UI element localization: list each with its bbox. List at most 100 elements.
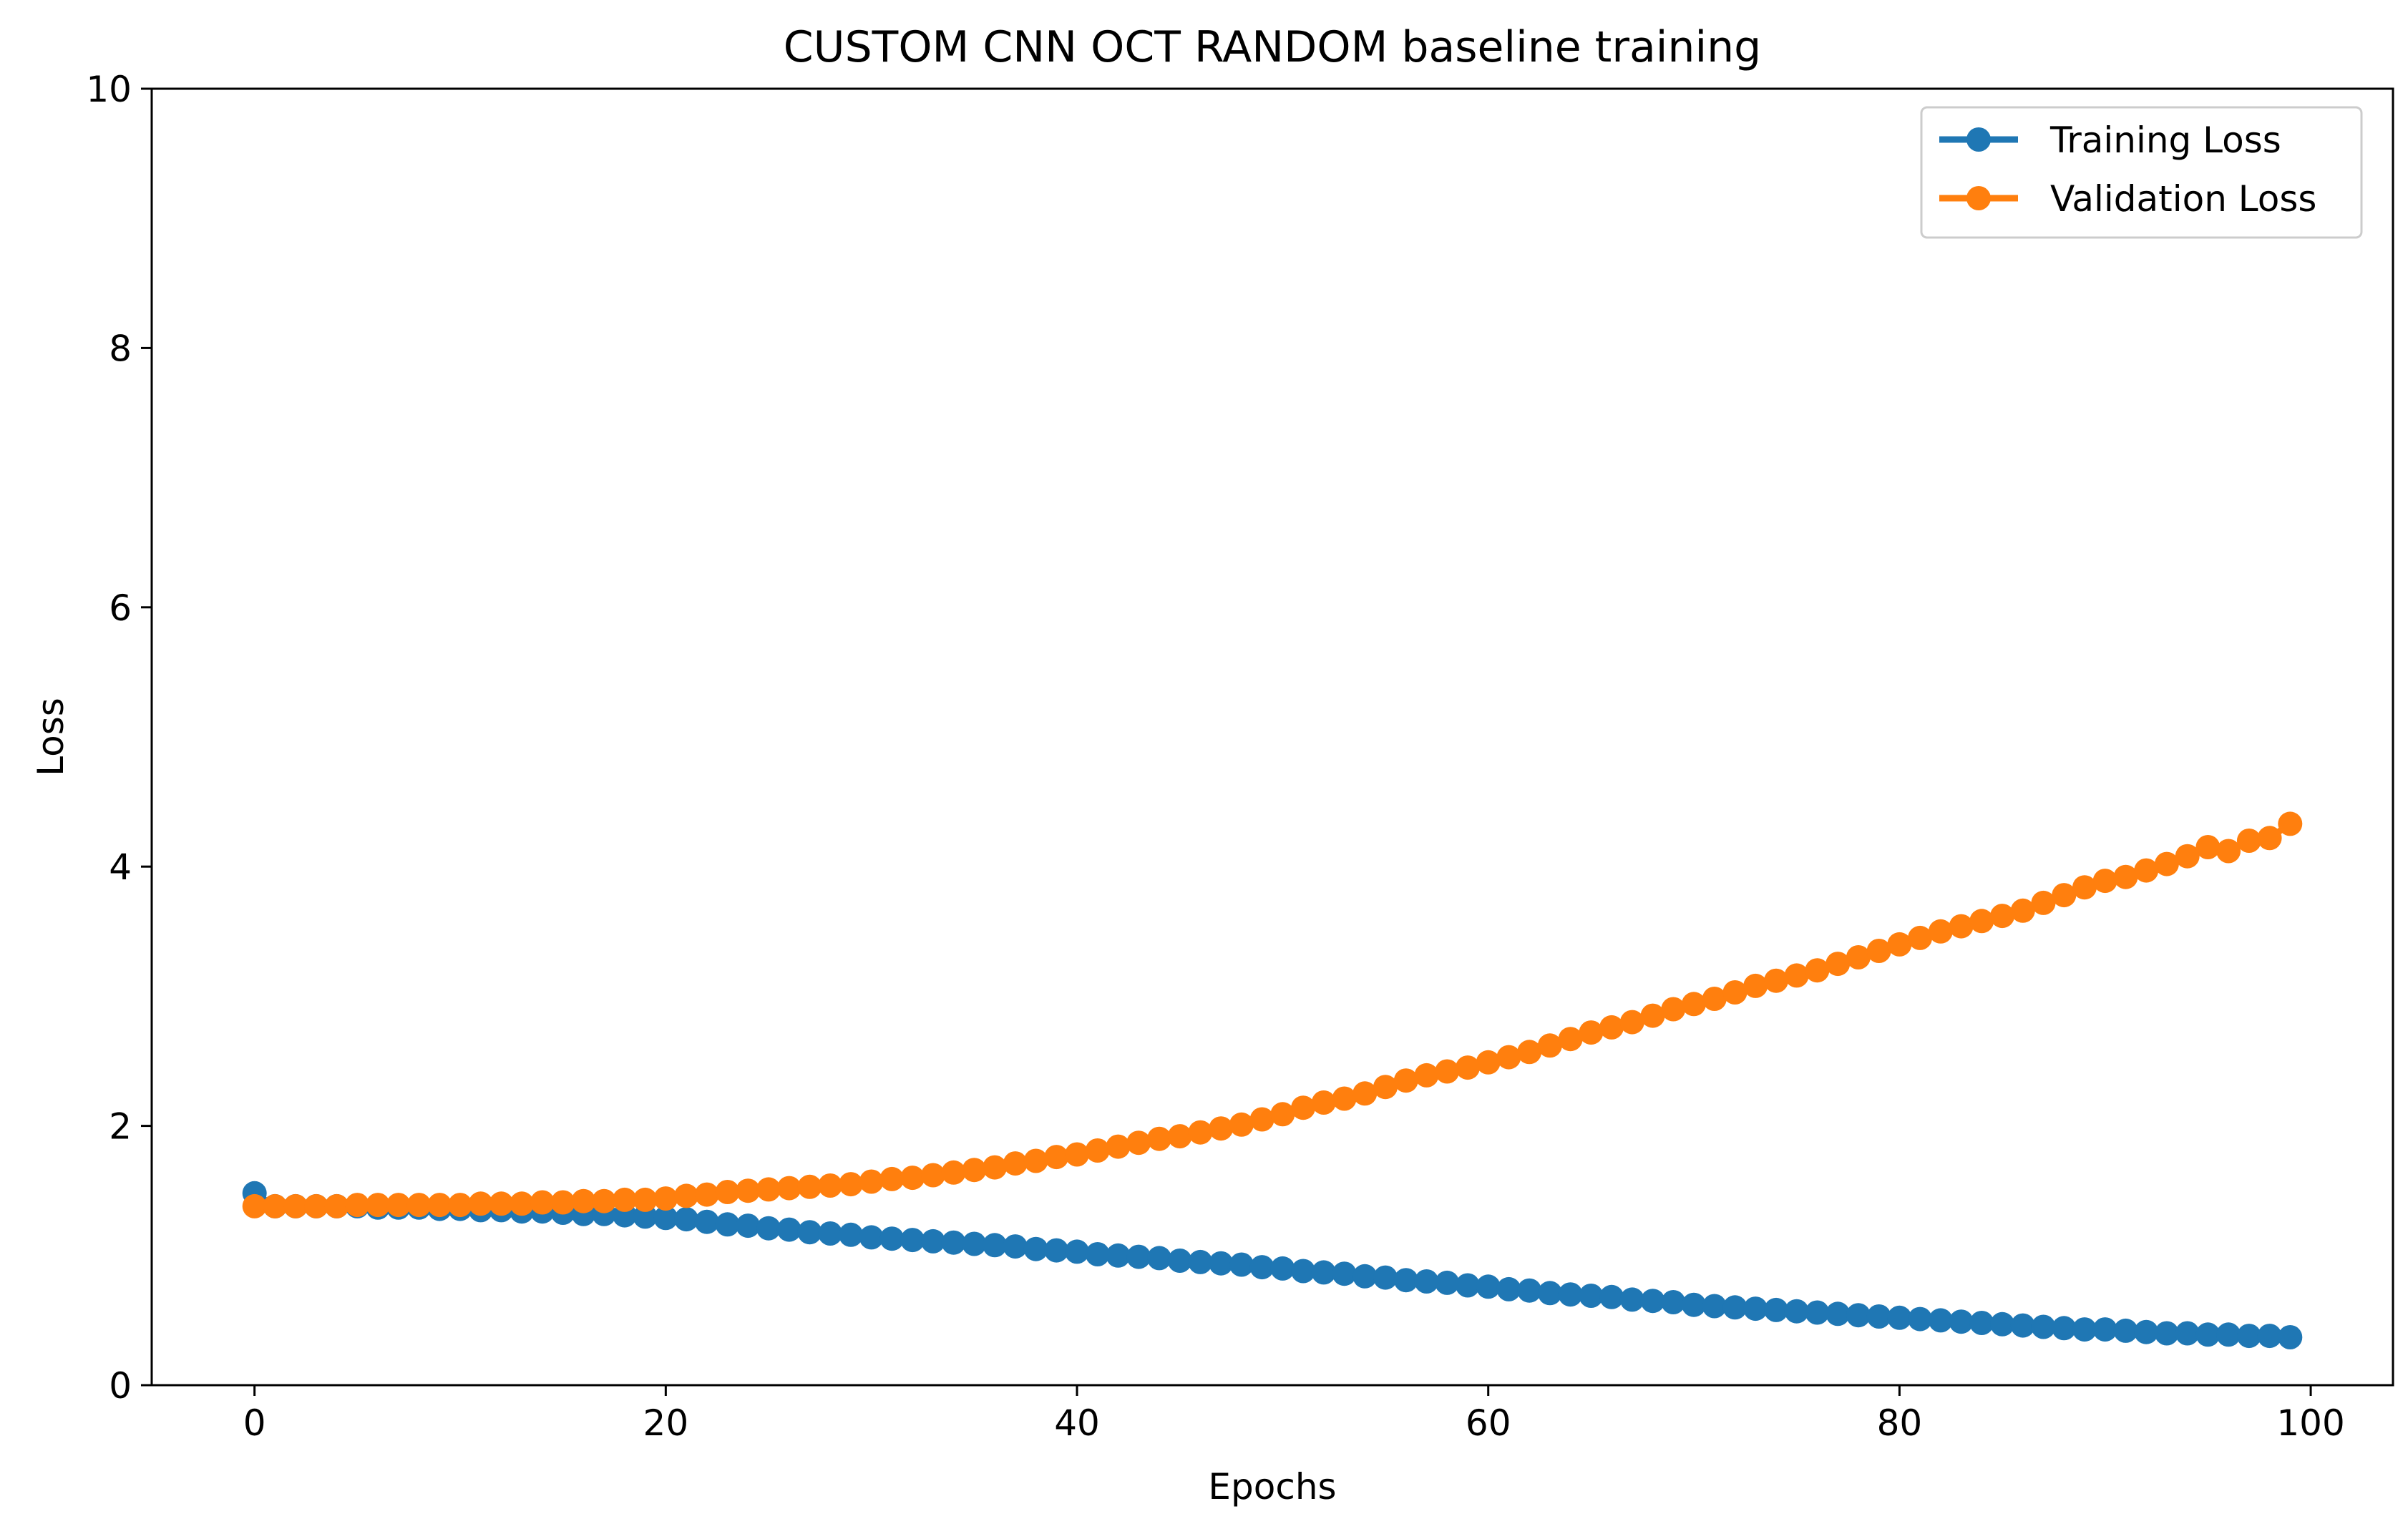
data-point bbox=[1969, 909, 1994, 934]
data-point bbox=[983, 1155, 1008, 1180]
data-point bbox=[2216, 1322, 2241, 1347]
data-point bbox=[818, 1173, 843, 1198]
data-point bbox=[345, 1193, 370, 1218]
data-point bbox=[1702, 987, 1727, 1011]
data-point bbox=[962, 1158, 987, 1183]
x-tick-label: 60 bbox=[1466, 1402, 1511, 1444]
data-point bbox=[2031, 1314, 2056, 1339]
legend: Training Loss Validation Loss bbox=[1920, 106, 2363, 239]
data-point bbox=[1044, 1238, 1069, 1263]
data-point bbox=[612, 1187, 637, 1212]
data-point bbox=[879, 1166, 905, 1191]
data-point bbox=[1579, 1020, 1604, 1045]
data-point bbox=[2257, 826, 2282, 851]
legend-label: Training Loss bbox=[2049, 119, 2281, 161]
data-point bbox=[1311, 1260, 1336, 1285]
x-tick-label: 20 bbox=[643, 1402, 689, 1444]
data-point bbox=[2257, 1324, 2282, 1349]
data-point bbox=[1476, 1274, 1501, 1299]
y-tick-label: 8 bbox=[109, 328, 132, 369]
data-point bbox=[715, 1212, 740, 1237]
data-point bbox=[1044, 1145, 1069, 1170]
data-point bbox=[1640, 1289, 1665, 1314]
data-point bbox=[550, 1190, 575, 1215]
data-point bbox=[1599, 1015, 1624, 1040]
data-point bbox=[797, 1174, 822, 1199]
data-point bbox=[2113, 864, 2138, 889]
data-point bbox=[1209, 1251, 1234, 1276]
data-point bbox=[1619, 1010, 1644, 1035]
data-point bbox=[674, 1207, 699, 1232]
data-point bbox=[1805, 1300, 1830, 1325]
data-point bbox=[2154, 851, 2179, 876]
data-point bbox=[797, 1220, 822, 1245]
chart-title: CUSTOM CNN OCT RANDOM baseline training bbox=[784, 22, 1761, 72]
data-point bbox=[1517, 1040, 1542, 1065]
data-point bbox=[263, 1193, 288, 1218]
data-point bbox=[366, 1193, 391, 1218]
data-point bbox=[489, 1191, 514, 1216]
data-point bbox=[1764, 968, 1788, 993]
data-point bbox=[776, 1176, 801, 1201]
data-point bbox=[324, 1193, 349, 1218]
data-point bbox=[1537, 1033, 1562, 1058]
y-tick-label: 0 bbox=[109, 1365, 132, 1407]
y-tick-label: 6 bbox=[109, 587, 132, 629]
data-point bbox=[2154, 1321, 2179, 1346]
data-point bbox=[1023, 1236, 1048, 1261]
data-point bbox=[900, 1228, 925, 1253]
data-point bbox=[571, 1188, 596, 1213]
data-point bbox=[2175, 844, 2200, 869]
data-point bbox=[1826, 952, 1851, 977]
data-point bbox=[859, 1225, 884, 1250]
data-point bbox=[1147, 1246, 1171, 1271]
data-point bbox=[1496, 1276, 1521, 1301]
legend-box bbox=[1920, 106, 2363, 239]
data-point bbox=[1188, 1249, 1213, 1274]
data-point bbox=[1743, 973, 1768, 998]
data-point bbox=[2113, 1318, 2138, 1343]
data-point bbox=[1784, 1299, 1809, 1324]
data-point bbox=[1949, 914, 1974, 939]
data-point bbox=[1908, 925, 1933, 950]
data-point bbox=[1167, 1124, 1192, 1149]
series-layer bbox=[242, 811, 2303, 1349]
data-point bbox=[510, 1191, 535, 1216]
legend-item: Validation Loss bbox=[1939, 178, 2316, 220]
data-point bbox=[1887, 932, 1912, 957]
data-point bbox=[1928, 919, 1953, 944]
data-point bbox=[694, 1209, 719, 1234]
data-point bbox=[1414, 1269, 1439, 1294]
data-point bbox=[1085, 1138, 1110, 1163]
data-point bbox=[2278, 1325, 2303, 1349]
legend-marker bbox=[1966, 186, 1991, 210]
data-point bbox=[1229, 1112, 1254, 1137]
data-point bbox=[920, 1163, 945, 1188]
data-point bbox=[1249, 1107, 1274, 1132]
data-point bbox=[879, 1226, 905, 1251]
data-point bbox=[1661, 1290, 1686, 1314]
data-point bbox=[818, 1221, 843, 1246]
data-point bbox=[2195, 1322, 2221, 1347]
data-point bbox=[2072, 875, 2097, 900]
data-point bbox=[1969, 1311, 1994, 1335]
data-point bbox=[1209, 1116, 1234, 1141]
data-point bbox=[736, 1213, 761, 1239]
data-point bbox=[406, 1193, 432, 1218]
data-point bbox=[242, 1193, 267, 1218]
data-point bbox=[448, 1193, 472, 1218]
data-point bbox=[2052, 883, 2077, 908]
data-point bbox=[2031, 890, 2056, 915]
data-point bbox=[1784, 963, 1809, 988]
data-point bbox=[2175, 1321, 2200, 1346]
data-point bbox=[1435, 1270, 1460, 1295]
data-point bbox=[633, 1204, 658, 1229]
data-point bbox=[1023, 1148, 1048, 1173]
data-point bbox=[715, 1180, 740, 1204]
plot-area-frame bbox=[150, 87, 2394, 1387]
data-point bbox=[920, 1228, 945, 1254]
data-point bbox=[1826, 1301, 1851, 1327]
data-point bbox=[1270, 1256, 1295, 1281]
data-point bbox=[1722, 1295, 1747, 1320]
data-point bbox=[2092, 1317, 2117, 1342]
